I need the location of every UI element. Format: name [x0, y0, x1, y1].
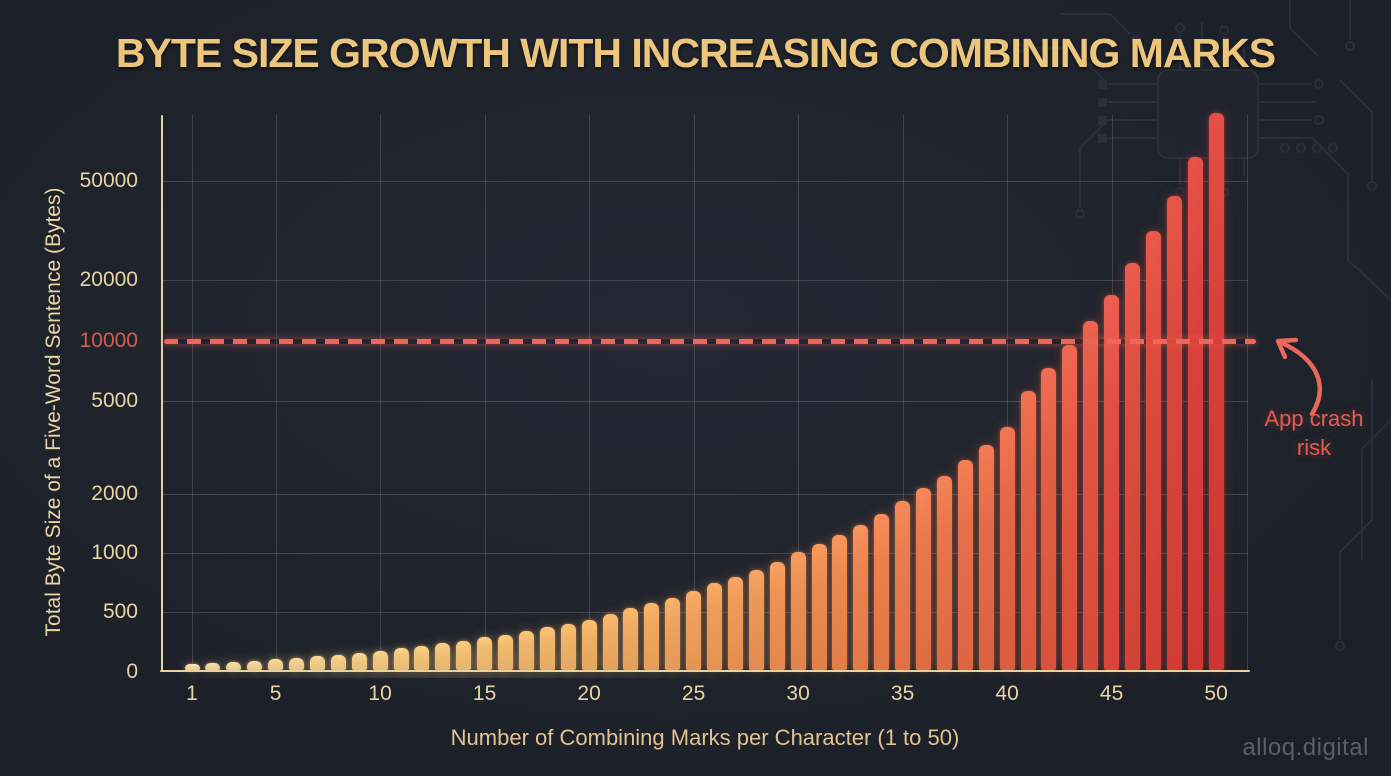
x-tick-label-30: 30 [786, 682, 810, 705]
annotation-arrow-icon [1275, 337, 1322, 417]
x-tick-label-40: 40 [995, 682, 1019, 705]
x-tick-label-10: 10 [368, 682, 392, 705]
bar-marks-43 [1062, 344, 1078, 670]
bar-marks-20 [581, 620, 597, 670]
bar-marks-14 [456, 640, 472, 670]
chart-title: BYTE SIZE GROWTH WITH INCREASING COMBINI… [115, 30, 1276, 76]
bar-marks-41 [1020, 391, 1036, 670]
x-tick-label-20: 20 [577, 682, 601, 705]
bar-marks-27 [727, 577, 743, 670]
bar-marks-4 [247, 660, 263, 670]
y-axis-line [161, 115, 163, 672]
annotation-app-crash-risk: App crash risk [1248, 404, 1380, 462]
bar-marks-23 [644, 603, 660, 670]
gridline-horizontal [162, 181, 1248, 182]
x-tick-label-1: 1 [186, 682, 198, 705]
gridline-vertical [589, 115, 591, 672]
bar-marks-38 [957, 460, 973, 670]
bar-marks-47 [1145, 231, 1161, 670]
x-tick-label-50: 50 [1204, 682, 1228, 705]
x-tick-label-15: 15 [472, 682, 497, 705]
x-tick-label-25: 25 [681, 682, 706, 705]
y-tick-label-0: 0 [126, 660, 138, 683]
bar-marks-12 [414, 645, 430, 670]
gridline-vertical [902, 115, 904, 672]
bar-marks-28 [748, 570, 764, 670]
gridline-horizontal [162, 401, 1248, 403]
bar-marks-46 [1125, 262, 1140, 670]
bar-marks-31 [811, 544, 827, 670]
x-tick-label-45: 45 [1099, 682, 1124, 705]
bar-marks-21 [602, 614, 618, 670]
annotation-line-1: App crash [1264, 406, 1364, 431]
gridline-horizontal [162, 493, 1248, 495]
gridline-vertical [275, 115, 277, 672]
bar-marks-3 [226, 661, 242, 670]
bar-marks-33 [853, 525, 869, 670]
gridline-horizontal [162, 279, 1248, 281]
bar-marks-8 [330, 654, 346, 670]
bar-marks-5 [268, 658, 284, 670]
x-tick-label-35: 35 [890, 682, 915, 705]
gridline-vertical [1247, 115, 1248, 672]
y-tick-label-500: 500 [102, 600, 138, 623]
y-tick-label-2000: 2000 [91, 481, 138, 505]
bar-marks-50 [1208, 113, 1224, 670]
bar-marks-30 [790, 551, 806, 670]
gridline-vertical [693, 115, 695, 672]
bar-marks-2 [205, 663, 221, 670]
baseline-glow [172, 644, 732, 678]
y-tick-label-1000: 1000 [91, 541, 138, 565]
plot-area [160, 113, 1256, 678]
watermark: alloq.digital [1242, 734, 1369, 761]
gridline-horizontal [162, 553, 1248, 555]
bar-marks-39 [978, 445, 994, 670]
bar-marks-22 [623, 608, 639, 670]
bar-marks-6 [289, 657, 304, 670]
y-tick-label-20000: 20000 [79, 267, 138, 291]
bar-marks-11 [393, 647, 409, 670]
x-axis-line [160, 670, 1250, 672]
bar-marks-45 [1104, 295, 1120, 670]
bar-marks-29 [769, 561, 785, 670]
bar-marks-42 [1041, 368, 1057, 670]
x-tick-label-5: 5 [269, 682, 282, 705]
bar-marks-32 [832, 535, 848, 670]
gridline-vertical [380, 115, 382, 672]
bar-marks-34 [874, 514, 890, 670]
bar-marks-13 [435, 642, 451, 670]
gridline-vertical [484, 115, 486, 672]
bar-marks-9 [351, 652, 367, 670]
annotation-line-2: risk [1296, 435, 1332, 460]
threshold-line-10000 [164, 338, 1256, 344]
gridline-vertical [798, 115, 800, 672]
bar-marks-48 [1166, 195, 1182, 670]
bar-marks-37 [936, 475, 952, 670]
bar-marks-26 [707, 583, 722, 670]
bar-marks-19 [560, 624, 576, 670]
bar-marks-16 [498, 634, 513, 670]
y-tick-label-10000: 10000 [79, 328, 138, 352]
bar-marks-35 [895, 500, 911, 670]
gridline-vertical [192, 115, 193, 672]
y-tick-label-5000: 5000 [91, 389, 138, 413]
gridline-vertical [1007, 115, 1009, 672]
x-axis-title: Number of Combining Marks per Character … [450, 725, 960, 750]
bar-marks-24 [665, 597, 681, 670]
bar-marks-18 [539, 627, 555, 670]
bar-marks-7 [309, 655, 325, 670]
bar-marks-49 [1187, 157, 1203, 670]
bar-marks-10 [372, 650, 388, 670]
bar-marks-1 [184, 664, 200, 670]
bar-marks-40 [999, 427, 1015, 670]
bar-marks-17 [518, 631, 534, 670]
gridline-horizontal [162, 612, 1248, 613]
bar-marks-36 [916, 488, 931, 670]
bar-marks-15 [477, 637, 493, 670]
bar-marks-44 [1083, 320, 1099, 670]
y-tick-label-50000: 50000 [79, 169, 138, 192]
bar-marks-25 [686, 591, 702, 670]
